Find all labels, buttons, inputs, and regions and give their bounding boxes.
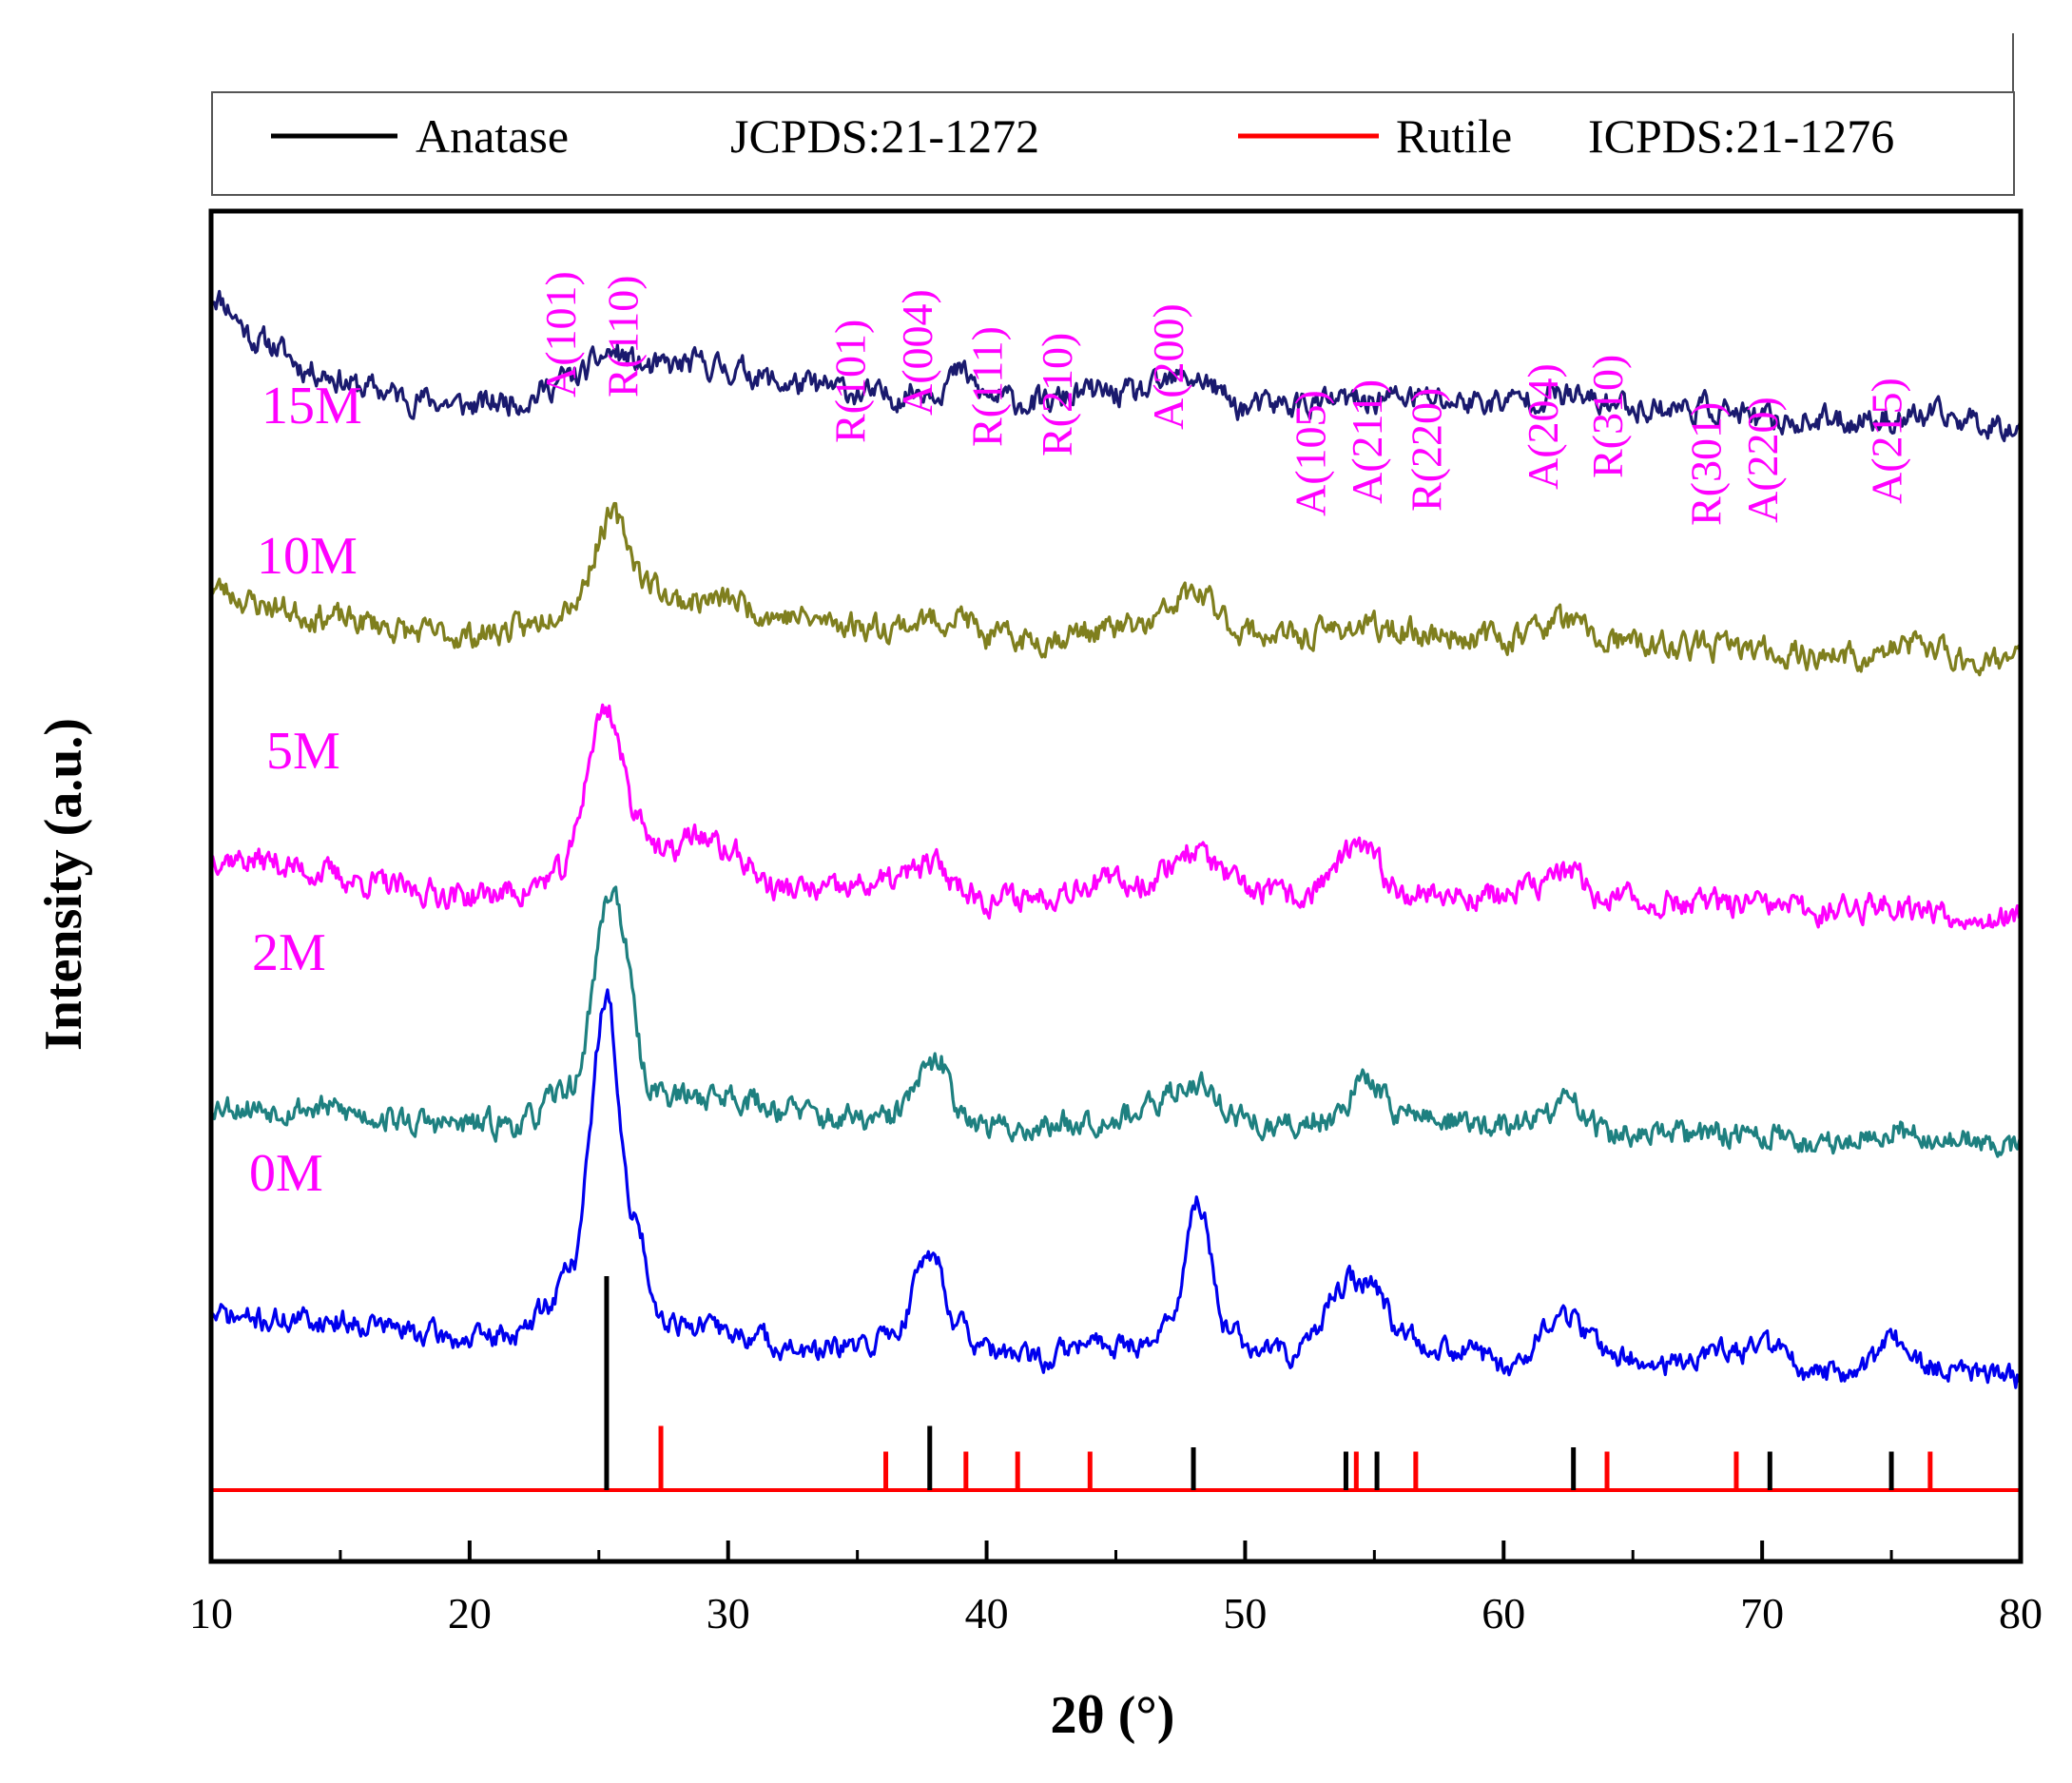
peak-label: R(220) [1403, 388, 1451, 512]
peak-label: A(004) [893, 289, 941, 416]
legend-label-anatase: Anatase [416, 109, 569, 163]
x-axis-title: 2θ (°) [1051, 1686, 1175, 1745]
peak-label: A(101) [536, 271, 585, 397]
series-line-0m [209, 988, 2023, 1389]
x-tick-label: 60 [1481, 1589, 1525, 1638]
peak-label: A(211) [1343, 379, 1391, 504]
y-axis-title: Intensity (a.u.) [34, 718, 93, 1051]
x-tick-label: 80 [1999, 1589, 2043, 1638]
peak-label: A(200) [1144, 303, 1192, 430]
peak-label: R(301) [1681, 402, 1730, 526]
sample-label-2m: 2M [252, 923, 326, 982]
legend-label-rutile: Rutile [1396, 109, 1512, 163]
sample-label-15m: 15M [261, 377, 362, 436]
peak-label: R(111) [963, 326, 1012, 447]
peak-label: A(215) [1863, 378, 1911, 504]
sample-label-5m: 5M [266, 722, 340, 781]
peak-label: A(220) [1738, 397, 1787, 523]
x-tick-label: 50 [1223, 1589, 1267, 1638]
sample-label-0m: 0M [249, 1144, 323, 1203]
x-axis: 10 20 30 40 50 60 70 80 [189, 1541, 2043, 1638]
reference-patterns [211, 1276, 2021, 1492]
peak-label: R(310) [1583, 355, 1632, 478]
peak-label: R(210) [1033, 333, 1081, 456]
sample-label-10m: 10M [257, 527, 358, 586]
sample-labels: 15M 10M 5M 2M 0M [249, 377, 362, 1203]
peak-label: R(101) [826, 320, 875, 443]
legend: Anatase JCPDS:21-1272 Rutile ICPDS:21-12… [211, 33, 2015, 196]
peak-label: A(105) [1286, 390, 1334, 516]
x-tick-label: 40 [965, 1589, 1009, 1638]
legend-box [211, 91, 2015, 196]
series-line-2m [209, 885, 2023, 1158]
x-tick-label: 30 [707, 1589, 750, 1638]
peak-labels: A(101) R(110) R(101) A(004) R(111) R(210… [536, 271, 1911, 526]
legend-ref-anatase: JCPDS:21-1272 [730, 109, 1039, 163]
series-line-10m [210, 501, 2023, 677]
series-layer [209, 289, 2023, 1389]
series-line-5m [209, 703, 2023, 931]
peak-label: R(110) [598, 275, 647, 397]
x-tick-label: 70 [1740, 1589, 1784, 1638]
x-tick-label: 20 [448, 1589, 492, 1638]
x-tick-label: 10 [189, 1589, 233, 1638]
peak-label: A(204) [1519, 363, 1567, 490]
series-line-15m [209, 289, 2023, 442]
legend-ref-rutile: ICPDS:21-1276 [1588, 109, 1894, 163]
